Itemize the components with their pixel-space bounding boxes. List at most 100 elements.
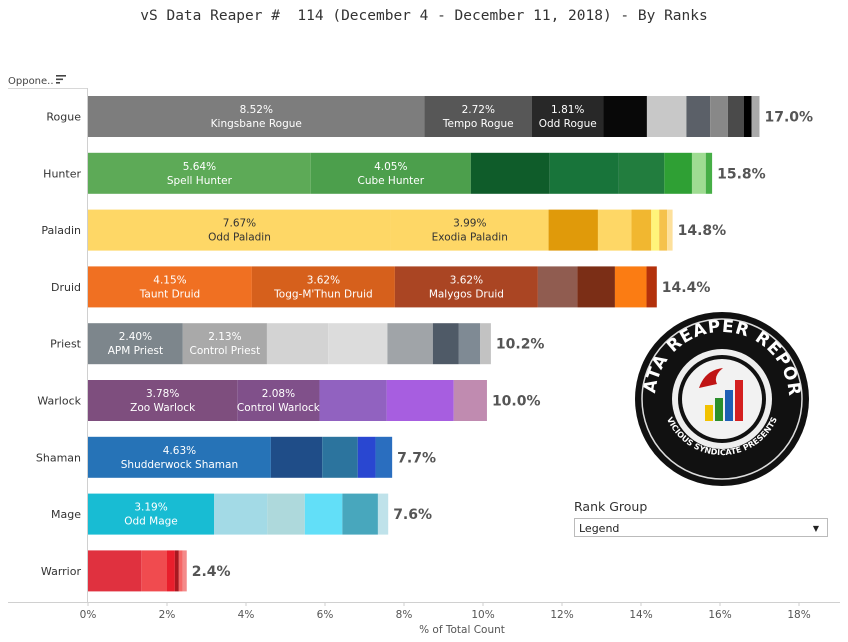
- row-total-priest: 10.2%: [496, 337, 545, 353]
- segment-value-label: 1.81%: [551, 104, 584, 116]
- bar-segment-priest-apm-priest[interactable]: [88, 323, 183, 365]
- bar-segment-druid-other-4[interactable]: [577, 266, 615, 308]
- bar-segment-druid-other-3[interactable]: [537, 266, 578, 308]
- segment-archetype-label: Shudderwock Shaman: [121, 459, 238, 471]
- segment-value-label: 4.63%: [163, 445, 196, 457]
- segment-value-label: 4.05%: [374, 161, 407, 173]
- bar-segment-paladin-other-5[interactable]: [651, 209, 660, 251]
- bar-segment-rogue-tempo-rogue[interactable]: [424, 96, 532, 137]
- bar-segment-warlock-zoo-warlock[interactable]: [88, 380, 238, 421]
- bar-segment-hunter-other-5[interactable]: [664, 152, 692, 194]
- bar-segment-paladin-other-4[interactable]: [631, 209, 652, 251]
- segment-value-label: 3.19%: [134, 502, 167, 514]
- bar-segment-warrior-other-3[interactable]: [174, 550, 179, 592]
- bar-segment-paladin-odd-paladin[interactable]: [88, 209, 391, 251]
- bar-segment-warlock-other-4[interactable]: [453, 380, 487, 421]
- segment-archetype-label: Control Priest: [190, 345, 261, 357]
- bar-segment-rogue-other-5[interactable]: [686, 96, 711, 137]
- bar-segment-priest-other-7[interactable]: [480, 323, 491, 365]
- rank-group-title: Rank Group: [574, 499, 648, 514]
- bar-segment-rogue-kingsbane-rogue[interactable]: [88, 96, 425, 137]
- segment-archetype-label: Spell Hunter: [167, 175, 233, 187]
- segment-archetype-label: Tempo Rogue: [442, 118, 514, 130]
- bar-segment-rogue-odd-rogue[interactable]: [531, 96, 604, 137]
- row-total-hunter: 15.8%: [717, 166, 766, 182]
- row-label-shaman: Shaman: [36, 451, 81, 464]
- segment-value-label: 2.40%: [119, 331, 152, 343]
- bar-segment-shaman-shudderwock-shaman[interactable]: [88, 436, 271, 478]
- row-total-warrior: 2.4%: [192, 564, 231, 580]
- chart-title: vS Data Reaper # 114 (December 4 - Decem…: [140, 8, 708, 24]
- bar-segment-druid-togg-m-thun-druid[interactable]: [251, 266, 395, 308]
- bar-segment-paladin-other-6[interactable]: [659, 209, 668, 251]
- bar-segment-druid-taunt-druid[interactable]: [88, 266, 252, 308]
- segment-value-label: 5.64%: [183, 161, 216, 173]
- bar-segment-warlock-control-warlock[interactable]: [237, 380, 320, 421]
- row-total-paladin: 14.8%: [678, 223, 727, 239]
- bar-segment-hunter-other-3[interactable]: [549, 152, 619, 194]
- bar-segment-rogue-other-8[interactable]: [743, 96, 752, 137]
- bar-segment-druid-other-5[interactable]: [614, 266, 647, 308]
- bar-segment-shaman-other-2[interactable]: [322, 436, 358, 478]
- bar-segment-paladin-other-7[interactable]: [667, 209, 673, 251]
- bar-segment-rogue-other-3[interactable]: [603, 96, 647, 137]
- segment-value-label: 2.08%: [262, 388, 295, 400]
- bar-segment-warrior-other-0[interactable]: [88, 550, 142, 592]
- bar-segment-hunter-other-6[interactable]: [691, 152, 706, 194]
- bar-segment-mage-other-3[interactable]: [304, 493, 343, 535]
- x-tick-label: 2%: [159, 609, 176, 621]
- x-tick-label: 14%: [629, 609, 652, 621]
- bar-segment-paladin-exodia-paladin[interactable]: [390, 209, 549, 251]
- sort-icon[interactable]: [56, 74, 67, 85]
- bar-segment-warlock-other-2[interactable]: [319, 380, 387, 421]
- bar-segment-mage-other-5[interactable]: [377, 493, 389, 535]
- bar-segment-rogue-other-7[interactable]: [727, 96, 744, 137]
- bar-segment-hunter-other-2[interactable]: [470, 152, 550, 194]
- bar-segment-warrior-other-5[interactable]: [182, 550, 187, 592]
- segment-archetype-label: Control Warlock: [237, 402, 321, 414]
- rank-group-dropdown[interactable]: Legend ▼: [574, 518, 828, 537]
- rank-group-filter: Rank Group Legend ▼: [574, 499, 830, 537]
- bar-segment-rogue-other-6[interactable]: [710, 96, 728, 137]
- bar-segment-druid-other-6[interactable]: [646, 266, 657, 308]
- bar-segment-warrior-other-4[interactable]: [178, 550, 183, 592]
- segment-archetype-label: Odd Paladin: [208, 232, 271, 244]
- bar-segment-hunter-other-7[interactable]: [705, 152, 713, 194]
- bar-segment-hunter-other-4[interactable]: [618, 152, 665, 194]
- segment-archetype-label: Odd Mage: [124, 516, 178, 528]
- bar-segment-warrior-other-2[interactable]: [167, 550, 175, 592]
- bar-segment-shaman-other-1[interactable]: [270, 436, 323, 478]
- bar-segment-priest-other-5[interactable]: [432, 323, 459, 365]
- x-tick-label: 0%: [80, 609, 97, 621]
- row-label-rogue: Rogue: [46, 111, 81, 124]
- bar-segment-priest-other-6[interactable]: [458, 323, 481, 365]
- bar-segment-shaman-other-3[interactable]: [357, 436, 376, 478]
- bar-segment-druid-malygos-druid[interactable]: [394, 266, 538, 308]
- bar-segment-warlock-other-3[interactable]: [386, 380, 454, 421]
- bar-segment-warrior-other-1[interactable]: [141, 550, 167, 592]
- bar-segment-mage-other-1[interactable]: [214, 493, 268, 535]
- bar-segment-mage-other-2[interactable]: [267, 493, 305, 535]
- bar-segment-priest-other-4[interactable]: [387, 323, 433, 365]
- row-label-druid: Druid: [51, 281, 81, 294]
- row-label-warlock: Warlock: [37, 395, 81, 408]
- bar-segment-priest-other-3[interactable]: [328, 323, 388, 365]
- bar-segment-paladin-other-3[interactable]: [597, 209, 632, 251]
- bar-segment-priest-other-2[interactable]: [266, 323, 329, 365]
- chevron-down-icon[interactable]: ▼: [812, 524, 819, 533]
- segment-value-label: 4.15%: [153, 274, 186, 286]
- bar-segment-rogue-other-4[interactable]: [646, 96, 687, 137]
- segment-archetype-label: APM Priest: [108, 345, 163, 357]
- bar-segment-paladin-other-2[interactable]: [548, 209, 598, 251]
- bar-segment-hunter-spell-hunter[interactable]: [88, 152, 311, 194]
- bar-segment-hunter-cube-hunter[interactable]: [310, 152, 471, 194]
- row-total-mage: 7.6%: [393, 507, 432, 523]
- bar-segment-mage-other-4[interactable]: [342, 493, 378, 535]
- bar-segment-mage-odd-mage[interactable]: [88, 493, 215, 535]
- rank-group-selected: Legend: [579, 522, 620, 535]
- opponent-column-header[interactable]: Oppone..: [8, 76, 54, 87]
- bar-segment-rogue-other-9[interactable]: [751, 96, 760, 137]
- row-label-warrior: Warrior: [41, 565, 82, 578]
- bar-segment-priest-control-priest[interactable]: [182, 323, 267, 365]
- bar-segment-shaman-other-4[interactable]: [375, 436, 393, 478]
